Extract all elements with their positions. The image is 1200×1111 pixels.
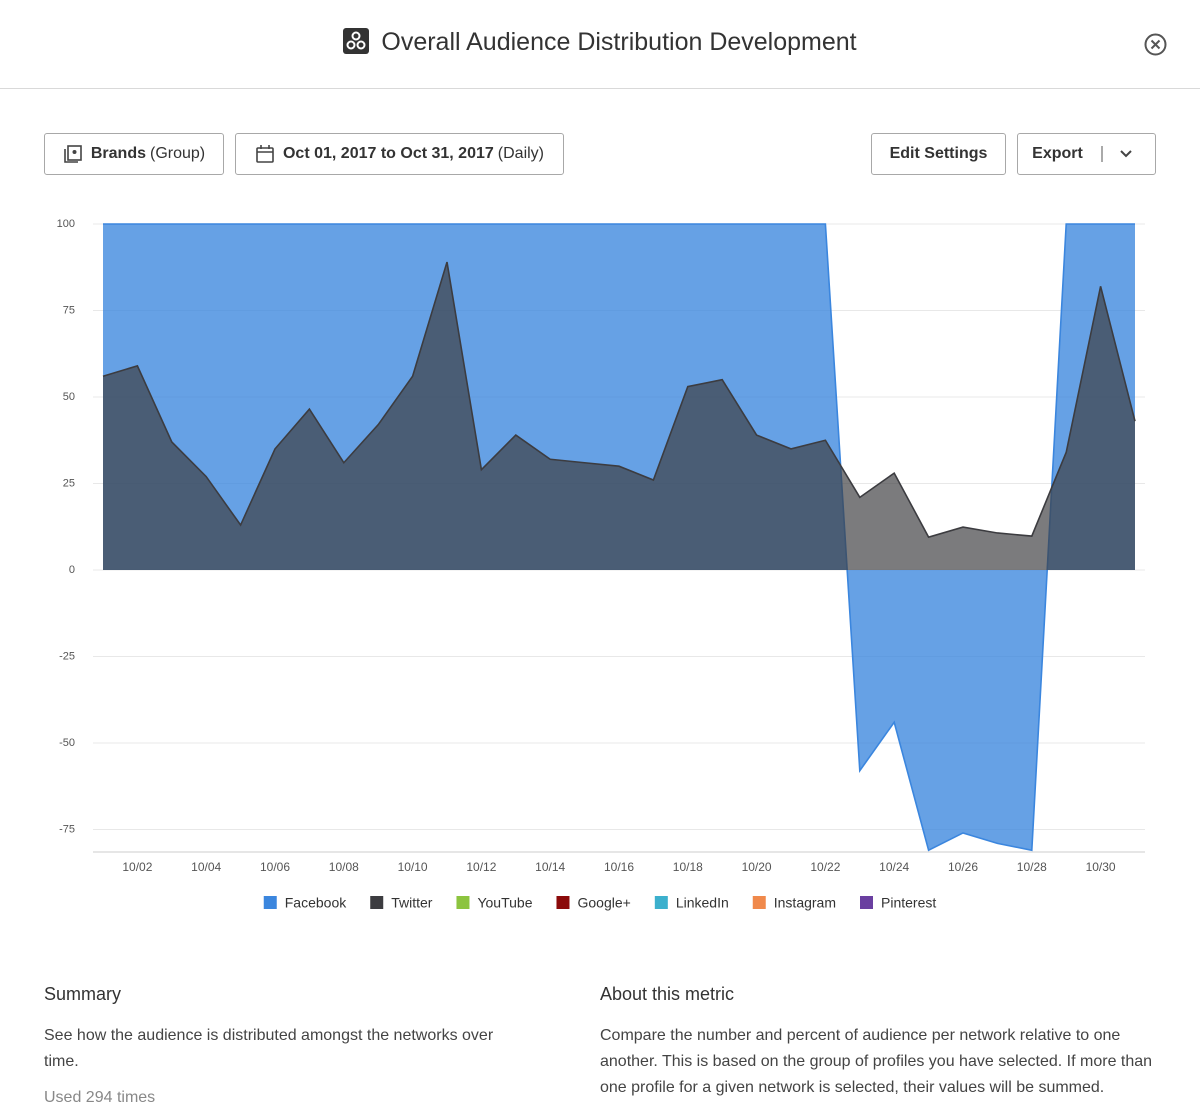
y-tick-label: -75 [59, 823, 75, 835]
date-selector[interactable]: Oct 01, 2017 to Oct 31, 2017 (Daily) [235, 133, 564, 175]
y-tick-label: -50 [59, 737, 75, 749]
chart: 100 75 50 25 0 -25 -50 -75 10/02 10/04 10/06 10/08 1… [57, 218, 1145, 911]
calendar-icon [256, 145, 274, 163]
legend-label: Instagram [774, 895, 836, 911]
x-tick-label: 10/16 [604, 860, 634, 874]
y-tick-label: 50 [63, 391, 75, 403]
legend-label: Facebook [285, 895, 347, 911]
x-tick-label: 10/14 [535, 860, 565, 874]
x-tick-label: 10/24 [879, 860, 909, 874]
legend-swatch [456, 896, 470, 909]
edit-settings-button[interactable]: Edit Settings [871, 133, 1006, 175]
legend-swatch [752, 896, 766, 909]
x-tick-label: 10/22 [810, 860, 840, 874]
group-icon [64, 145, 82, 163]
y-tick-label: 0 [69, 564, 75, 576]
series-line [103, 223, 1135, 852]
legend-swatch [556, 896, 570, 909]
usage-count: Used 294 times [44, 1089, 156, 1106]
x-tick-label: 10/12 [466, 860, 496, 874]
x-tick-label: 10/26 [948, 860, 978, 874]
x-tick-label: 10/02 [122, 860, 152, 874]
y-tick-label: -25 [59, 650, 75, 662]
export-dropdown [1101, 146, 1132, 162]
legend-label: Google+ [577, 895, 630, 911]
export-label: Export [1032, 145, 1083, 162]
legend-label: LinkedIn [676, 895, 729, 911]
about-text: Compare the number and percent of audien… [600, 1027, 1153, 1096]
y-tick-label: 75 [63, 304, 75, 316]
metric-icon [343, 28, 370, 54]
y-tick-label: 100 [57, 218, 75, 230]
group-selector[interactable]: Brands (Group) [44, 133, 224, 175]
dialog-title: Overall Audience Distribution Developmen… [381, 28, 857, 56]
x-tick-label: 10/10 [398, 860, 428, 874]
group-kind: (Group) [150, 145, 206, 162]
about-heading: About this metric [600, 984, 735, 1004]
summary-text: See how the audience is distributed amon… [44, 1027, 494, 1070]
legend-swatch [370, 896, 384, 909]
series-line [102, 261, 1136, 539]
group-name: Brands [90, 145, 146, 162]
legend-label: Pinterest [881, 895, 936, 911]
edit-settings-label: Edit Settings [889, 145, 988, 162]
x-tick-label: 10/04 [191, 860, 221, 874]
series-area [103, 262, 1135, 571]
y-tick-label: 25 [63, 477, 75, 489]
x-tick-label: 10/30 [1086, 860, 1116, 874]
x-tick-label: 10/28 [1017, 860, 1047, 874]
header: Overall Audience Distribution Developmen… [0, 0, 1200, 89]
close-button[interactable] [1143, 32, 1168, 57]
legend-swatch [654, 896, 668, 909]
summary: Summary See how the audience is distribu… [44, 984, 524, 1111]
x-tick-label: 10/08 [329, 860, 359, 874]
legend-swatch [860, 896, 873, 909]
x-tick-label: 10/20 [742, 860, 772, 874]
summary-heading: Summary [44, 984, 122, 1004]
x-tick-label: 10/18 [673, 860, 703, 874]
legend-label: Twitter [391, 895, 433, 911]
title-row: Overall Audience Distribution Developmen… [0, 28, 1200, 57]
about: About this metric Compare the number and… [600, 984, 1160, 1101]
export-button[interactable]: Export [1017, 133, 1156, 175]
date-range: Oct 01, 2017 to Oct 31, 2017 [282, 145, 494, 162]
date-step: (Daily) [497, 145, 544, 162]
legend-label: YouTube [477, 895, 532, 911]
x-tick-label: 10/06 [260, 860, 290, 874]
legend-swatch [263, 896, 277, 909]
